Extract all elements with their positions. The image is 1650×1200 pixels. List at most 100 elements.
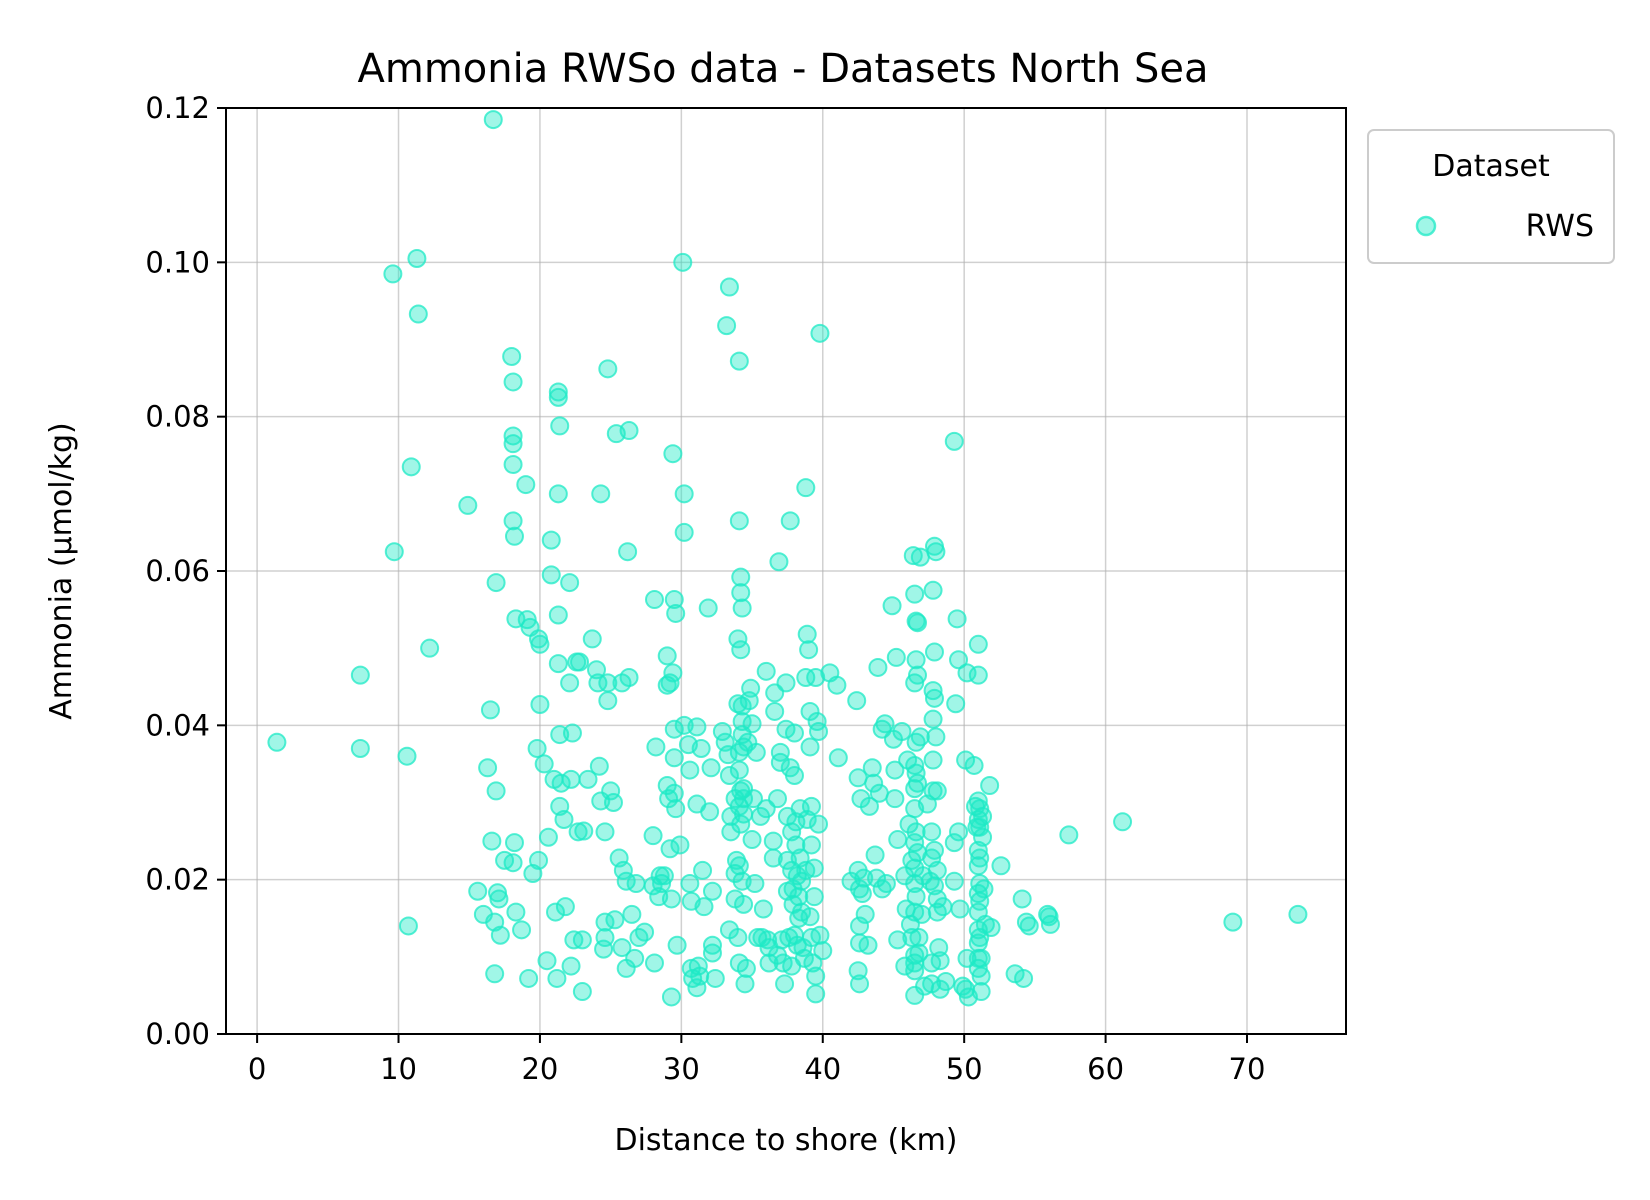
data-point <box>858 935 878 955</box>
data-point <box>729 856 749 876</box>
data-point <box>971 982 991 1002</box>
data-point <box>731 640 751 660</box>
data-point <box>267 732 287 752</box>
data-point <box>728 928 748 948</box>
data-point <box>534 754 554 774</box>
data-point <box>731 583 751 603</box>
data-point <box>458 495 478 515</box>
data-point <box>806 984 826 1004</box>
data-point <box>503 511 523 531</box>
data-point <box>664 783 684 803</box>
data-point <box>867 868 887 888</box>
data-point <box>485 964 505 984</box>
data-point <box>588 673 608 693</box>
y-tick-label: 0.10 <box>145 245 210 279</box>
data-point <box>1059 825 1079 845</box>
data-point <box>801 835 821 855</box>
x-tick-label: 60 <box>1087 1052 1124 1086</box>
data-point <box>734 789 754 809</box>
data-point <box>555 897 575 917</box>
data-point <box>568 822 588 842</box>
data-point <box>1113 812 1133 832</box>
data-point <box>401 457 421 477</box>
data-point <box>698 598 718 618</box>
data-point <box>613 860 633 880</box>
data-point <box>908 613 928 633</box>
data-point <box>944 431 964 451</box>
data-point <box>908 665 928 685</box>
data-point <box>980 776 1000 796</box>
data-point <box>859 796 879 816</box>
data-point <box>809 814 829 834</box>
data-point <box>927 860 947 880</box>
data-point <box>503 853 523 873</box>
data-point <box>663 444 683 464</box>
x-tick-label: 40 <box>804 1052 841 1086</box>
data-point <box>506 902 526 922</box>
data-point <box>548 382 568 402</box>
data-point <box>903 546 923 566</box>
data-point <box>541 530 561 550</box>
axis-ticks: 0 10 20 30 40 50 60 70 0.00 0.02 0.04 0.06 0.08 0.10 0… <box>145 91 1265 1086</box>
data-point <box>561 769 581 789</box>
data-point <box>742 830 762 850</box>
data-point <box>885 760 905 780</box>
data-point <box>700 802 720 822</box>
data-point <box>572 982 592 1002</box>
legend: Dataset RWS <box>1367 129 1615 264</box>
data-point <box>562 723 582 743</box>
data-point <box>478 758 498 778</box>
data-point <box>796 667 816 687</box>
data-point <box>728 629 748 649</box>
data-point <box>490 925 510 945</box>
data-point <box>950 899 970 919</box>
data-point <box>551 773 571 793</box>
data-point <box>504 833 524 853</box>
data-point <box>384 542 404 562</box>
data-point <box>924 840 944 860</box>
data-point <box>502 346 522 366</box>
data-point <box>1012 889 1032 909</box>
data-point <box>1014 968 1034 988</box>
data-point <box>742 714 762 734</box>
data-point <box>705 968 725 988</box>
data-point <box>350 665 370 685</box>
data-point <box>906 650 926 670</box>
data-point <box>548 654 568 674</box>
data-point <box>674 522 694 542</box>
data-point <box>547 968 567 988</box>
data-point <box>869 783 889 803</box>
data-point <box>674 484 694 504</box>
data-point <box>670 835 690 855</box>
x-tick-label: 30 <box>663 1052 700 1086</box>
data-point <box>503 434 523 454</box>
data-point <box>789 887 809 907</box>
data-point <box>865 845 885 865</box>
data-point <box>944 833 964 853</box>
data-point <box>605 910 625 930</box>
data-point <box>970 848 990 868</box>
data-point <box>964 755 984 775</box>
data-point <box>735 974 755 994</box>
data-point <box>622 904 642 924</box>
data-point <box>644 590 664 610</box>
data-point <box>923 580 943 600</box>
data-point <box>666 603 686 623</box>
chart-title: Ammonia RWSo data - Datasets North Sea <box>357 46 1208 92</box>
data-point <box>661 889 681 909</box>
data-point <box>906 887 926 907</box>
data-point <box>619 667 639 687</box>
x-tick-label: 0 <box>248 1052 266 1086</box>
data-point <box>1288 904 1308 924</box>
x-tick-label: 20 <box>521 1052 558 1086</box>
data-point <box>923 750 943 770</box>
data-point <box>537 951 557 971</box>
data-point <box>790 799 810 819</box>
data-point <box>702 943 722 963</box>
data-point <box>746 742 766 762</box>
data-point <box>598 673 618 693</box>
data-point <box>852 884 872 904</box>
data-point <box>973 827 993 847</box>
x-tick-label: 10 <box>380 1052 417 1086</box>
